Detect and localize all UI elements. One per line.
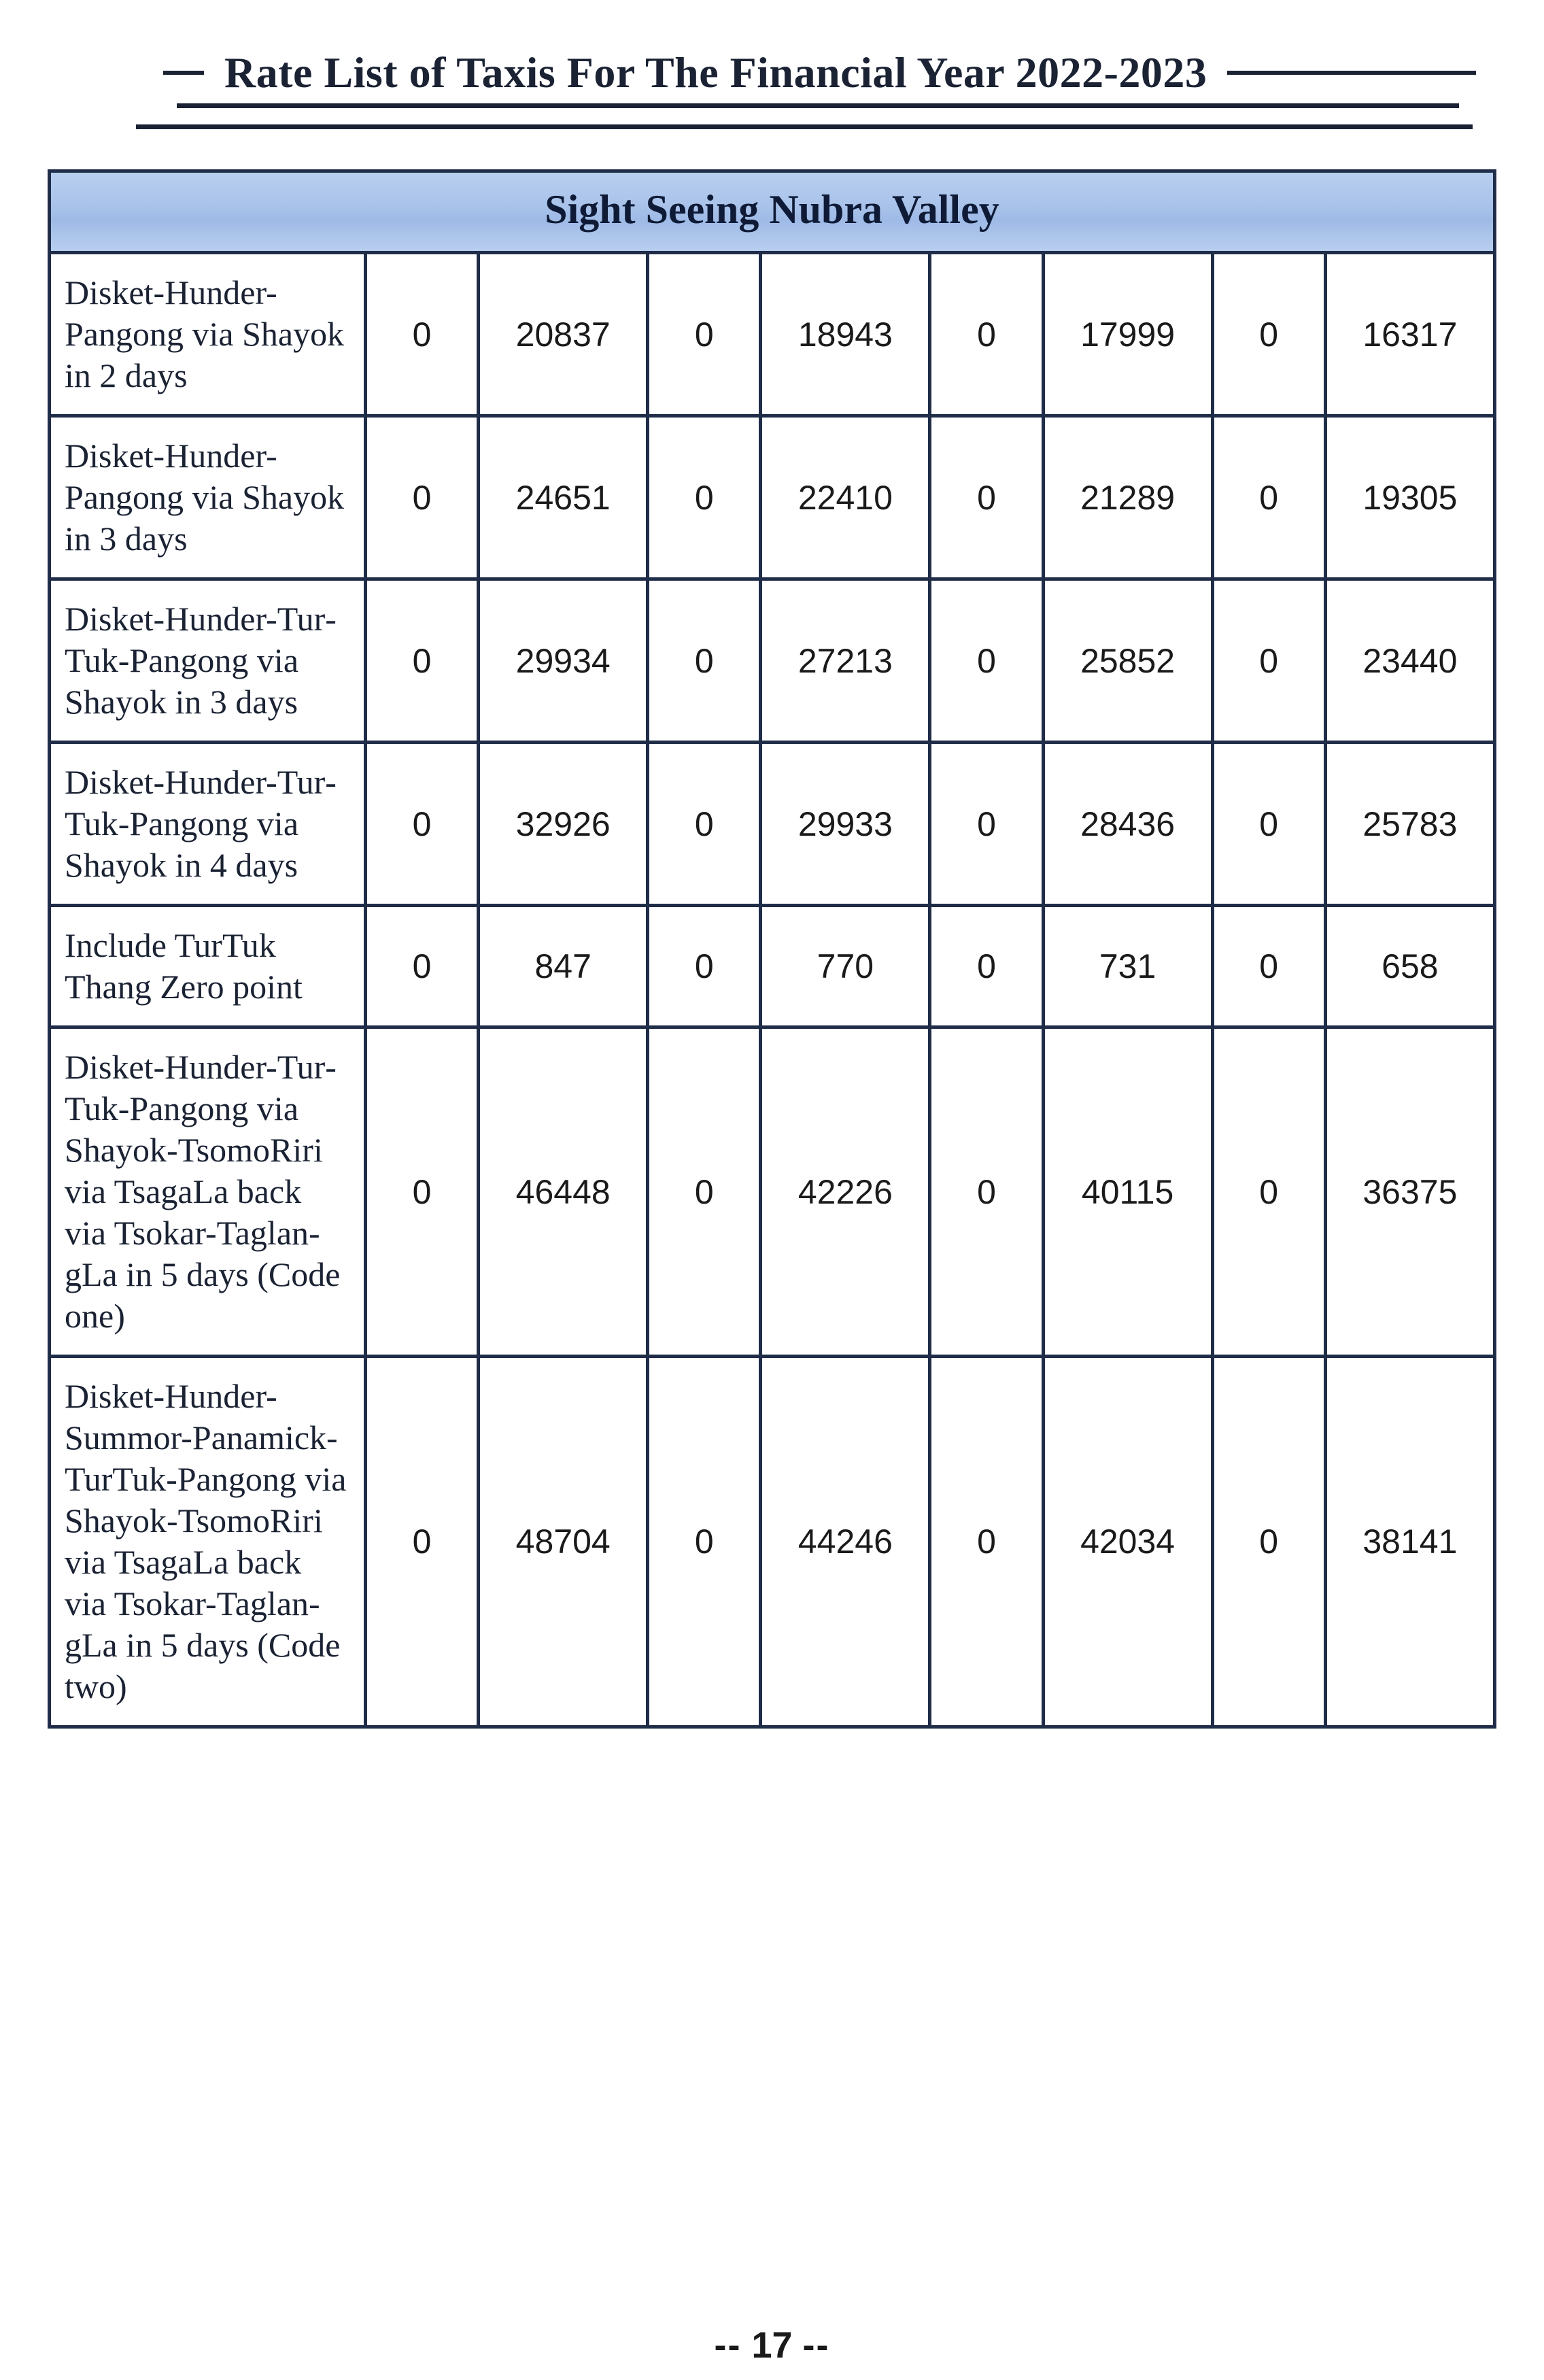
rate-cell: 17999 (1043, 253, 1212, 416)
rate-cell: 23440 (1325, 579, 1494, 743)
rate-cell: 0 (366, 579, 479, 743)
table-row: Disket-Hun­der-Tur­Tuk-Pangong via Shayo… (50, 579, 1495, 743)
rate-cell: 0 (648, 1357, 761, 1727)
rate-cell: 0 (366, 743, 479, 906)
header-rule-left (163, 71, 204, 75)
rate-cell: 20837 (479, 253, 648, 416)
page-number-value: 17 (751, 2325, 792, 2366)
page-number-suffix: -- (803, 2325, 830, 2366)
rate-table: Sight Seeing Nubra Valley Disket-Hun­der… (48, 169, 1496, 1729)
page-number: -- 17 -- (0, 2324, 1544, 2366)
document-title: Rate List of Taxis For The Financial Yea… (224, 48, 1207, 98)
table-row: Disket-Hun­der-Pangong via Shayok in 3 d… (50, 416, 1495, 579)
rate-cell: 0 (930, 253, 1043, 416)
table-row: Disket-Hun­der-Pangong via Shayok in 2 d… (50, 253, 1495, 416)
rate-cell: 0 (1212, 743, 1325, 906)
rate-cell: 0 (930, 906, 1043, 1027)
rate-cell: 0 (366, 906, 479, 1027)
rate-cell: 0 (1212, 416, 1325, 579)
rate-cell: 0 (1212, 1027, 1325, 1357)
rate-cell: 24651 (479, 416, 648, 579)
rate-cell: 0 (648, 1027, 761, 1357)
table-row: Include TurTuk Thang Zero point084707700… (50, 906, 1495, 1027)
route-cell: Disket-Hun­der-Tur­Tuk-Pangong via Shayo… (50, 743, 366, 906)
rate-cell: 38141 (1325, 1357, 1494, 1727)
rate-cell: 29934 (479, 579, 648, 743)
table-row: Disket-Hun­der-Tur­Tuk-Pangong via Shayo… (50, 743, 1495, 906)
header-title-row: Rate List of Taxis For The Financial Yea… (163, 48, 1476, 98)
rate-cell: 48704 (479, 1357, 648, 1727)
rate-cell: 22410 (761, 416, 930, 579)
rate-cell: 19305 (1325, 416, 1494, 579)
route-cell: Include TurTuk Thang Zero point (50, 906, 366, 1027)
rate-cell: 27213 (761, 579, 930, 743)
rate-cell: 0 (366, 1027, 479, 1357)
route-cell: Disket-Hun­der-Tur­Tuk-Pangong via Shayo… (50, 1027, 366, 1357)
rate-cell: 658 (1325, 906, 1494, 1027)
rate-cell: 46448 (479, 1027, 648, 1357)
rate-cell: 0 (366, 416, 479, 579)
table-row: Disket-Hun­der-Tur­Tuk-Pangong via Shayo… (50, 1027, 1495, 1357)
rate-cell: 0 (648, 579, 761, 743)
route-cell: Disket-Hun­der-Summor-Panamick-Tur­Tuk-P… (50, 1357, 366, 1727)
rate-cell: 0 (930, 416, 1043, 579)
rate-cell: 0 (1212, 579, 1325, 743)
rate-cell: 16317 (1325, 253, 1494, 416)
rate-table-body: Disket-Hun­der-Pangong via Shayok in 2 d… (50, 253, 1495, 1727)
rate-cell: 42226 (761, 1027, 930, 1357)
rate-cell: 0 (1212, 1357, 1325, 1727)
rate-cell: 0 (930, 743, 1043, 906)
rate-cell: 0 (930, 579, 1043, 743)
rate-cell: 25783 (1325, 743, 1494, 906)
rate-cell: 0 (1212, 906, 1325, 1027)
table-row: Disket-Hun­der-Summor-Panamick-Tur­Tuk-P… (50, 1357, 1495, 1727)
page-number-prefix: -- (714, 2325, 741, 2366)
rate-cell: 770 (761, 906, 930, 1027)
rate-cell: 36375 (1325, 1027, 1494, 1357)
route-cell: Disket-Hun­der-Pangong via Shayok in 2 d… (50, 253, 366, 416)
rate-cell: 42034 (1043, 1357, 1212, 1727)
rate-cell: 21289 (1043, 416, 1212, 579)
rate-cell: 0 (366, 253, 479, 416)
rate-cell: 44246 (761, 1357, 930, 1727)
rate-cell: 0 (648, 906, 761, 1027)
rate-cell: 28436 (1043, 743, 1212, 906)
header-rule-right (1227, 71, 1476, 75)
rate-cell: 18943 (761, 253, 930, 416)
rate-cell: 0 (648, 253, 761, 416)
page-container: Rate List of Taxis For The Financial Yea… (0, 0, 1544, 2380)
rate-cell: 0 (648, 416, 761, 579)
route-cell: Disket-Hun­der-Pangong via Shayok in 3 d… (50, 416, 366, 579)
rate-cell: 29933 (761, 743, 930, 906)
rate-cell: 731 (1043, 906, 1212, 1027)
header-double-rule (177, 103, 1459, 108)
rate-cell: 25852 (1043, 579, 1212, 743)
table-section-title: Sight Seeing Nubra Valley (50, 171, 1495, 253)
rate-cell: 0 (930, 1357, 1043, 1727)
rate-cell: 0 (930, 1027, 1043, 1357)
rate-cell: 847 (479, 906, 648, 1027)
rate-cell: 40115 (1043, 1027, 1212, 1357)
rate-cell: 0 (366, 1357, 479, 1727)
rate-cell: 0 (648, 743, 761, 906)
route-cell: Disket-Hun­der-Tur­Tuk-Pangong via Shayo… (50, 579, 366, 743)
rate-cell: 32926 (479, 743, 648, 906)
rate-cell: 0 (1212, 253, 1325, 416)
